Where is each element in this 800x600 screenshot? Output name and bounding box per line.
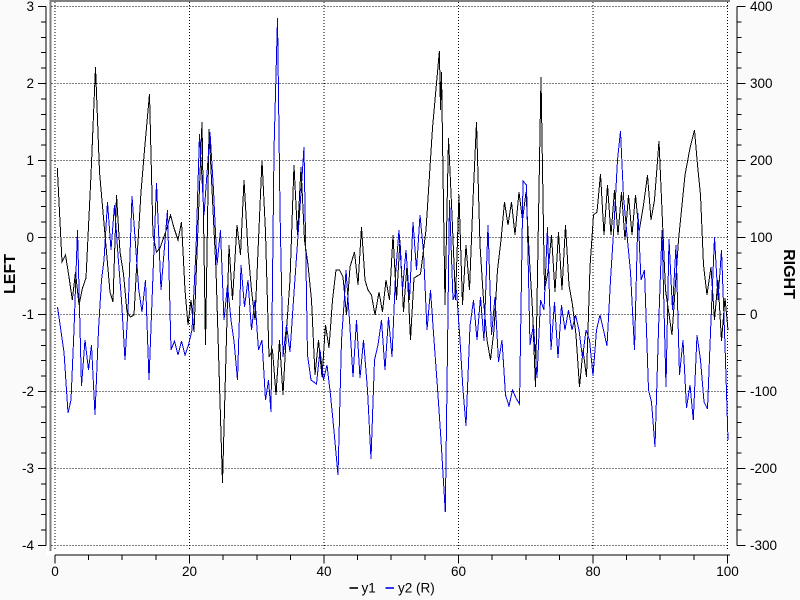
svg-text:100: 100 xyxy=(750,230,773,245)
svg-text:2: 2 xyxy=(26,76,34,91)
svg-text:60: 60 xyxy=(451,564,466,579)
svg-text:-4: -4 xyxy=(22,538,34,553)
svg-text:300: 300 xyxy=(750,76,773,91)
svg-text:-3: -3 xyxy=(22,461,34,476)
svg-text:-2: -2 xyxy=(22,384,34,399)
svg-text:100: 100 xyxy=(716,564,739,579)
svg-text:0: 0 xyxy=(51,564,59,579)
svg-text:LEFT: LEFT xyxy=(2,254,19,294)
svg-text:400: 400 xyxy=(750,0,773,14)
svg-text:20: 20 xyxy=(182,564,197,579)
svg-text:y2: y2 xyxy=(398,581,412,596)
svg-text:200: 200 xyxy=(750,153,773,168)
svg-text:-200: -200 xyxy=(750,461,777,476)
svg-text:0: 0 xyxy=(26,230,34,245)
svg-text:80: 80 xyxy=(585,564,600,579)
svg-text:y1: y1 xyxy=(362,581,376,596)
svg-text:(R): (R) xyxy=(416,581,435,596)
svg-text:-1: -1 xyxy=(22,307,34,322)
svg-text:1: 1 xyxy=(26,153,34,168)
svg-text:0: 0 xyxy=(750,307,758,322)
svg-text:-100: -100 xyxy=(750,384,777,399)
svg-text:-300: -300 xyxy=(750,538,777,553)
svg-text:3: 3 xyxy=(26,0,34,14)
svg-text:RIGHT: RIGHT xyxy=(780,249,797,299)
svg-text:40: 40 xyxy=(316,564,331,579)
